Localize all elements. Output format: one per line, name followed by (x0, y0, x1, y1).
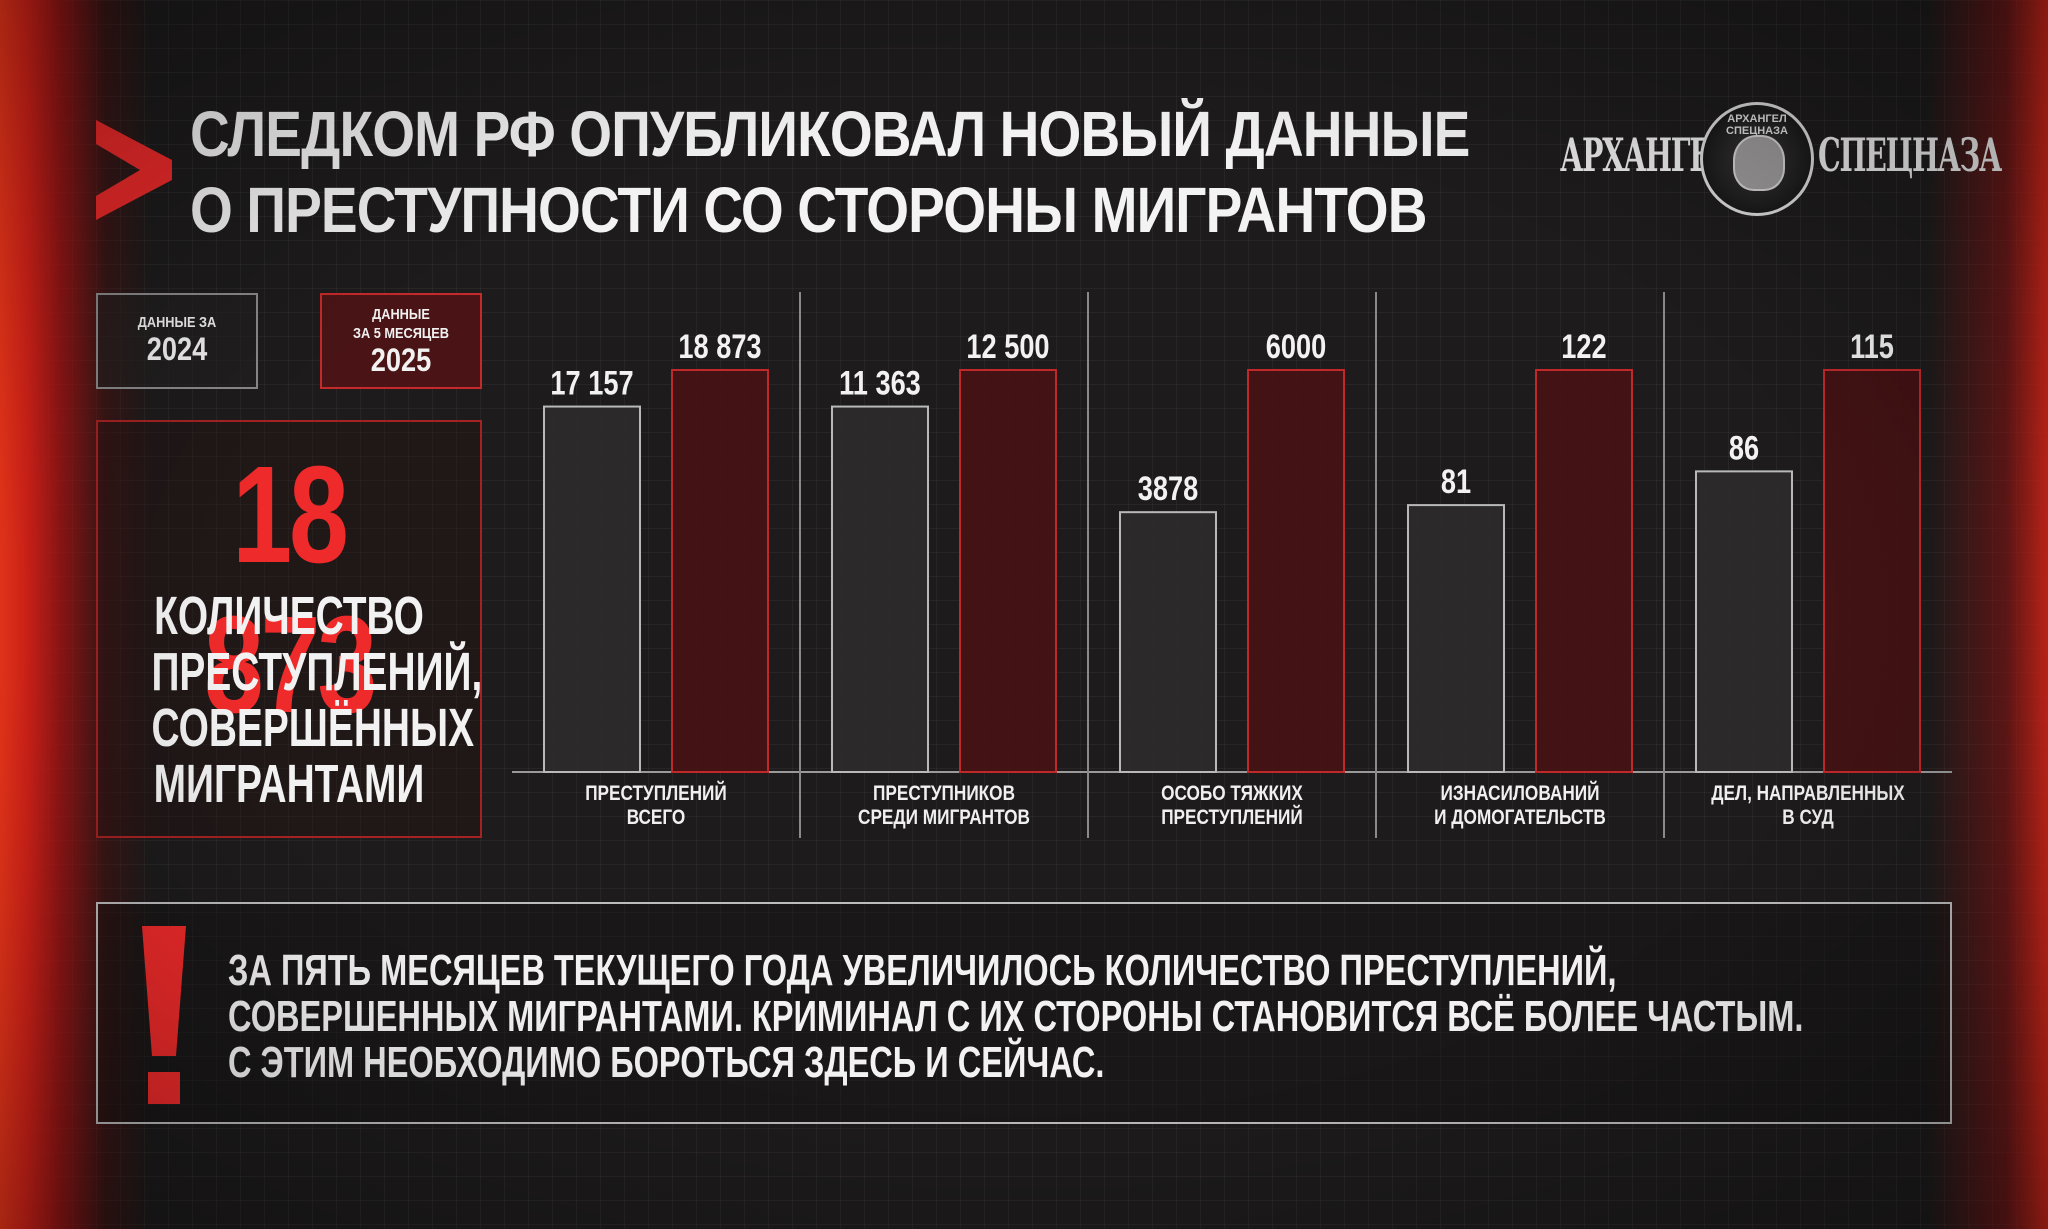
emblem-icon: АРХАНГЕЛ СПЕЦНАЗА (1700, 102, 1814, 216)
bar-value-label-2024: 11 363 (839, 364, 921, 403)
bar-value-label-2025: 122 (1561, 327, 1606, 366)
chevron-right-icon (96, 120, 172, 220)
category-label: ПРЕСТУПЛЕНИЙ (585, 781, 727, 805)
category-label: ИЗНАСИЛОВАНИЙ (1441, 781, 1600, 805)
legend-year: 2024 (146, 331, 208, 367)
bar-2025 (671, 369, 769, 773)
bar-2024 (831, 405, 929, 773)
category-label: ВСЕГО (627, 807, 686, 830)
bar-2025 (1247, 369, 1345, 773)
bar-2024 (1695, 470, 1793, 773)
title-line-1: СЛЕДКОМ РФ ОПУБЛИКОВАЛ НОВЫЙ ДАННЫЕ (190, 98, 1470, 170)
category-label: ДЕЛ, НАПРАВЛЕННЫХ (1711, 783, 1905, 806)
bar-value-label-2025: 115 (1850, 327, 1894, 366)
bar-value-label-2025: 12 500 (966, 327, 1049, 366)
legend-year: 2025 (370, 342, 432, 378)
legend-caption: ДАННЫЕ ЗА (137, 314, 217, 331)
kpi-value: 18 873 (203, 438, 377, 742)
category-label: И ДОМОГАТЕЛЬСТВ (1434, 807, 1606, 830)
category-label: ПРЕСТУПЛЕНИЙ (1161, 805, 1303, 829)
bar-value-label-2024: 81 (1441, 462, 1471, 501)
category-label: ОСОБО ТЯЖКИХ (1161, 783, 1303, 806)
kpi-card: 18 873 КОЛИЧЕСТВО ПРЕСТУПЛЕНИЙ, СОВЕРШЁН… (96, 420, 482, 838)
bar-value-label-2025: 6000 (1266, 327, 1326, 366)
bar-2024 (1407, 504, 1505, 773)
legend-caption-line-2: ЗА 5 МЕСЯЦЕВ (353, 325, 449, 342)
legend-caption-line-1: ДАННЫЕ (372, 306, 430, 323)
kpi-label-line: МИГРАНТАМИ (153, 754, 425, 814)
alert-line: ЗА ПЯТЬ МЕСЯЦЕВ ТЕКУЩЕГО ГОДА УВЕЛИЧИЛОС… (228, 946, 1617, 995)
bar-value-label-2025: 18 873 (678, 327, 761, 366)
bar-value-label-2024: 3878 (1138, 469, 1198, 508)
skull-icon (1733, 135, 1785, 191)
kpi-label-line: СОВЕРШЁННЫХ (151, 698, 475, 758)
left-red-glow (0, 0, 150, 1229)
alert-line: С ЭТИМ НЕОБХОДИМО БОРОТЬСЯ ЗДЕСЬ И СЕЙЧА… (228, 1038, 1105, 1087)
bar-2025 (959, 369, 1057, 773)
page-title: СЛЕДКОМ РФ ОПУБЛИКОВАЛ НОВЫЙ ДАННЫЕ О ПР… (190, 96, 1470, 248)
category-label: ПРЕСТУПНИКОВ (873, 783, 1015, 806)
alert-text: ЗА ПЯТЬ МЕСЯЦЕВ ТЕКУЩЕГО ГОДА УВЕЛИЧИЛОС… (228, 946, 1804, 1087)
category-label: СРЕДИ МИГРАНТОВ (858, 807, 1030, 830)
category-label: В СУД (1782, 807, 1834, 830)
right-red-glow (1928, 0, 2048, 1229)
emblem-ring-text: АРХАНГЕЛ СПЕЦНАЗА (1726, 113, 1788, 137)
kpi-label-line: КОЛИЧЕСТВО (154, 586, 424, 646)
brand-logo: АРХАНГЕЛ АРХАНГЕЛ СПЕЦНАЗА СПЕЦНАЗА (1560, 98, 2002, 226)
bar-2025 (1535, 369, 1633, 773)
logo-right-word: СПЕЦНАЗА (1818, 128, 2002, 182)
bar-value-label-2024: 17 157 (550, 364, 633, 403)
exclamation-icon (142, 926, 186, 1104)
alert-callout: ЗА ПЯТЬ МЕСЯЦЕВ ТЕКУЩЕГО ГОДА УВЕЛИЧИЛОС… (96, 902, 1952, 1124)
alert-line: СОВЕРШЕННЫХ МИГРАНТАМИ. КРИМИНАЛ С ИХ СТ… (228, 992, 1804, 1041)
bar-2024 (1119, 511, 1217, 773)
title-line-2: О ПРЕСТУПНОСТИ СО СТОРОНЫ МИГРАНТОВ (190, 174, 1427, 246)
legend-item-2025: ДАННЫЕ ЗА 5 МЕСЯЦЕВ 2025 (320, 293, 482, 389)
bar-2025 (1823, 369, 1921, 773)
bar-2024 (543, 405, 641, 773)
legend-item-2024: ДАННЫЕ ЗА 2024 (96, 293, 258, 389)
bar-value-label-2024: 86 (1729, 428, 1759, 467)
